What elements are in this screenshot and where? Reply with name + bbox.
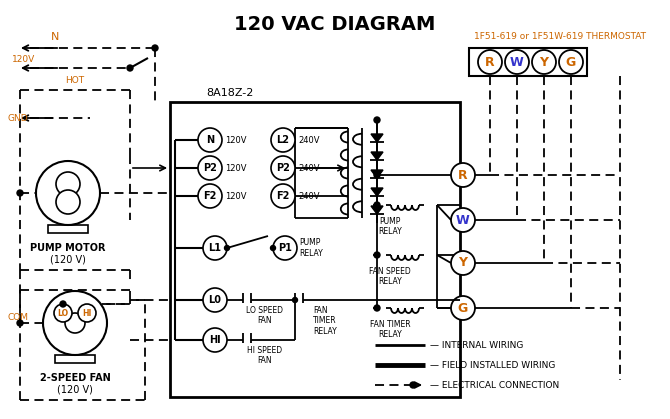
Circle shape bbox=[505, 50, 529, 74]
Polygon shape bbox=[371, 134, 383, 142]
Text: — FIELD INSTALLED WIRING: — FIELD INSTALLED WIRING bbox=[430, 360, 555, 370]
Circle shape bbox=[78, 304, 96, 322]
Circle shape bbox=[478, 50, 502, 74]
Text: L2: L2 bbox=[277, 135, 289, 145]
Polygon shape bbox=[371, 206, 383, 214]
Circle shape bbox=[203, 236, 227, 260]
Circle shape bbox=[36, 161, 100, 225]
Circle shape bbox=[60, 301, 66, 307]
Text: 120V: 120V bbox=[225, 163, 247, 173]
Circle shape bbox=[451, 208, 475, 232]
Polygon shape bbox=[371, 170, 383, 178]
Text: L0: L0 bbox=[208, 295, 222, 305]
Circle shape bbox=[374, 172, 380, 178]
Circle shape bbox=[271, 184, 295, 208]
Text: GND: GND bbox=[8, 114, 29, 122]
Circle shape bbox=[198, 184, 222, 208]
Text: 240V: 240V bbox=[298, 135, 320, 145]
Text: 1F51-619 or 1F51W-619 THERMOSTAT: 1F51-619 or 1F51W-619 THERMOSTAT bbox=[474, 31, 646, 41]
Circle shape bbox=[271, 128, 295, 152]
Text: W: W bbox=[456, 214, 470, 227]
Bar bbox=[469, 48, 587, 76]
Text: 120V: 120V bbox=[225, 191, 247, 201]
Bar bbox=[55, 355, 95, 363]
Circle shape bbox=[56, 172, 80, 196]
Circle shape bbox=[198, 128, 222, 152]
Text: LO SPEED
FAN: LO SPEED FAN bbox=[247, 306, 283, 326]
Text: FAN TIMER
RELAY: FAN TIMER RELAY bbox=[370, 320, 410, 339]
Circle shape bbox=[451, 296, 475, 320]
Circle shape bbox=[54, 304, 72, 322]
Circle shape bbox=[374, 117, 380, 123]
Circle shape bbox=[65, 313, 85, 333]
Circle shape bbox=[127, 65, 133, 71]
Circle shape bbox=[374, 305, 380, 311]
Text: G: G bbox=[566, 55, 576, 68]
Circle shape bbox=[273, 236, 297, 260]
Text: L1: L1 bbox=[208, 243, 222, 253]
Circle shape bbox=[271, 156, 295, 180]
Text: 120 VAC DIAGRAM: 120 VAC DIAGRAM bbox=[234, 15, 436, 34]
Text: Y: Y bbox=[458, 256, 468, 269]
Circle shape bbox=[410, 382, 416, 388]
Circle shape bbox=[152, 45, 158, 51]
Circle shape bbox=[56, 190, 80, 214]
Polygon shape bbox=[371, 152, 383, 160]
Text: PUMP MOTOR: PUMP MOTOR bbox=[30, 243, 106, 253]
Text: P2: P2 bbox=[203, 163, 217, 173]
Text: 8A18Z-2: 8A18Z-2 bbox=[206, 88, 254, 98]
Text: W: W bbox=[510, 55, 524, 68]
Text: PUMP
RELAY: PUMP RELAY bbox=[299, 238, 323, 258]
Text: FAN SPEED
RELAY: FAN SPEED RELAY bbox=[369, 267, 411, 287]
Circle shape bbox=[224, 246, 230, 251]
Text: 240V: 240V bbox=[298, 191, 320, 201]
Text: 240V: 240V bbox=[298, 163, 320, 173]
Text: 120V: 120V bbox=[225, 135, 247, 145]
Text: P1: P1 bbox=[278, 243, 292, 253]
Circle shape bbox=[17, 190, 23, 196]
Text: — INTERNAL WIRING: — INTERNAL WIRING bbox=[430, 341, 523, 349]
Text: R: R bbox=[485, 55, 495, 68]
Circle shape bbox=[532, 50, 556, 74]
Text: P2: P2 bbox=[276, 163, 290, 173]
Text: HI: HI bbox=[82, 308, 92, 318]
Circle shape bbox=[451, 163, 475, 187]
Circle shape bbox=[374, 252, 380, 258]
Circle shape bbox=[293, 297, 297, 303]
Text: PUMP
RELAY: PUMP RELAY bbox=[378, 217, 402, 236]
Circle shape bbox=[271, 246, 275, 251]
Circle shape bbox=[559, 50, 583, 74]
Circle shape bbox=[203, 328, 227, 352]
Text: (120 V): (120 V) bbox=[50, 254, 86, 264]
Circle shape bbox=[17, 320, 23, 326]
Text: COM: COM bbox=[8, 313, 29, 323]
Text: — ELECTRICAL CONNECTION: — ELECTRICAL CONNECTION bbox=[430, 380, 559, 390]
Circle shape bbox=[374, 202, 380, 208]
Bar bbox=[170, 102, 460, 397]
Text: N: N bbox=[206, 135, 214, 145]
Text: F2: F2 bbox=[203, 191, 216, 201]
Circle shape bbox=[451, 251, 475, 275]
Circle shape bbox=[203, 288, 227, 312]
Circle shape bbox=[198, 156, 222, 180]
Text: 120V: 120V bbox=[12, 55, 36, 64]
Circle shape bbox=[43, 291, 107, 355]
Text: 2-SPEED FAN: 2-SPEED FAN bbox=[40, 373, 111, 383]
Text: G: G bbox=[458, 302, 468, 315]
Text: LO: LO bbox=[58, 308, 68, 318]
Bar bbox=[48, 225, 88, 233]
Text: R: R bbox=[458, 168, 468, 181]
Text: HI SPEED
FAN: HI SPEED FAN bbox=[247, 346, 283, 365]
Text: (120 V): (120 V) bbox=[57, 384, 93, 394]
Text: F2: F2 bbox=[276, 191, 289, 201]
Text: HOT: HOT bbox=[66, 76, 84, 85]
Text: N: N bbox=[51, 32, 59, 42]
Text: FAN
TIMER
RELAY: FAN TIMER RELAY bbox=[313, 306, 337, 336]
Text: HI: HI bbox=[209, 335, 221, 345]
Polygon shape bbox=[371, 188, 383, 196]
Text: Y: Y bbox=[539, 55, 549, 68]
